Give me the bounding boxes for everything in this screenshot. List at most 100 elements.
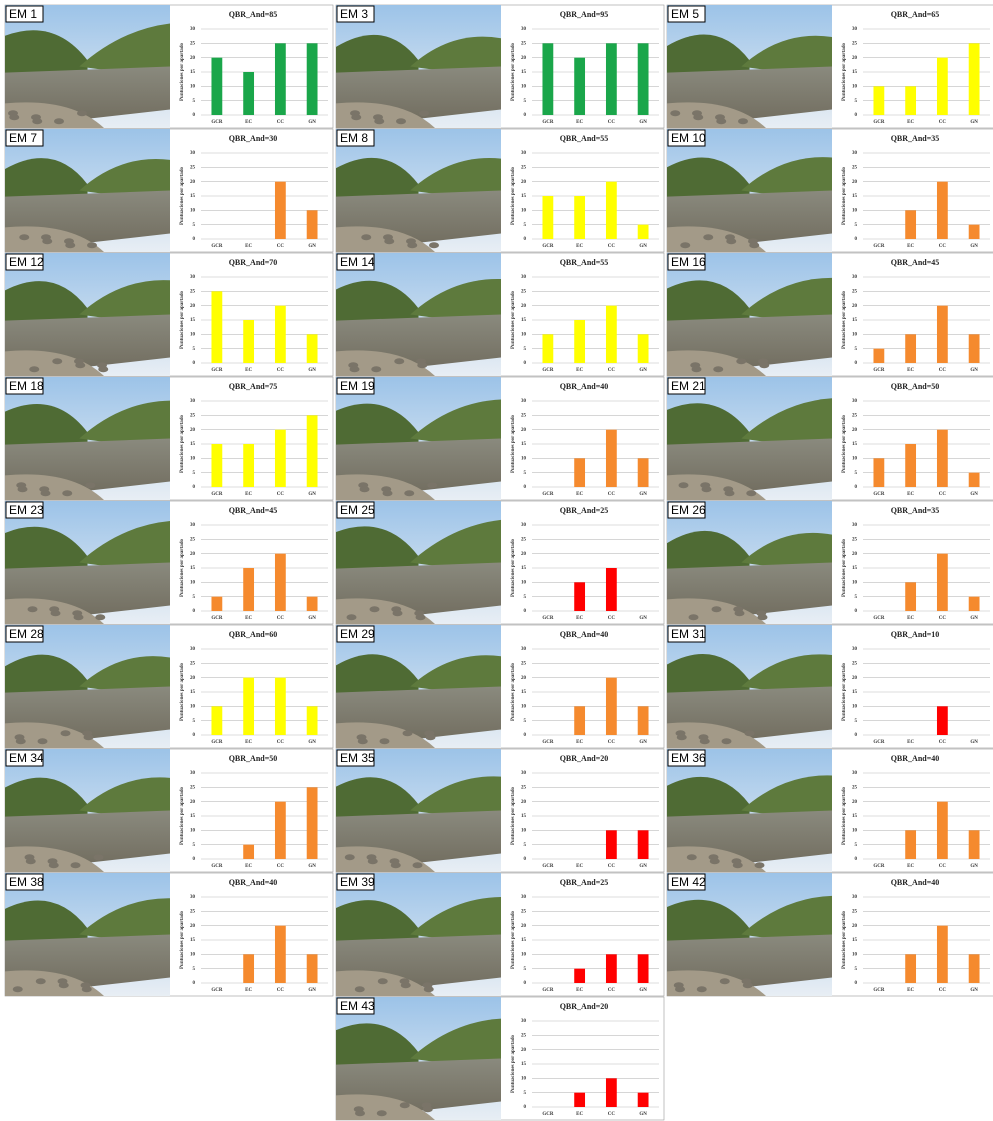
photo-stone bbox=[413, 862, 423, 868]
y-axis-label: Puntuaciones por apartado bbox=[842, 415, 847, 473]
panel: EM 8QBR_And=55Puntuaciones por apartado0… bbox=[336, 129, 664, 252]
panel: EM 23QBR_And=45Puntuaciones por apartado… bbox=[5, 501, 333, 624]
panel: EM 36QBR_And=40Puntuaciones por apartado… bbox=[667, 749, 993, 872]
chart-title: QBR_And=25 bbox=[560, 878, 609, 887]
photo bbox=[667, 5, 832, 128]
y-tick-label: 20 bbox=[190, 304, 196, 309]
y-tick-label: 30 bbox=[852, 647, 858, 652]
photo-label: EM 5 bbox=[671, 7, 699, 21]
y-tick-label: 25 bbox=[521, 537, 527, 542]
y-axis-label: Puntuaciones por apartado bbox=[511, 787, 516, 845]
bar bbox=[211, 58, 222, 115]
photo-stone bbox=[670, 110, 680, 116]
y-tick-label: 20 bbox=[521, 1048, 527, 1053]
y-tick-label: 25 bbox=[190, 413, 196, 418]
x-tick-label: CC bbox=[277, 492, 285, 497]
bar bbox=[574, 706, 585, 735]
y-tick-label: 30 bbox=[521, 1019, 527, 1024]
x-tick-label: GN bbox=[970, 740, 978, 745]
photo bbox=[667, 625, 832, 748]
photo-stone bbox=[374, 118, 384, 124]
x-tick-label: GN bbox=[970, 864, 978, 869]
x-tick-label: GCR bbox=[211, 492, 223, 497]
y-axis-label: Puntuaciones por apartado bbox=[511, 291, 516, 349]
x-tick-label: GCR bbox=[542, 120, 554, 125]
photo-stone bbox=[347, 614, 357, 620]
bar bbox=[275, 430, 286, 487]
panel: EM 39QBR_And=25Puntuaciones por apartado… bbox=[336, 873, 664, 996]
bar bbox=[606, 43, 617, 115]
photo bbox=[336, 625, 501, 748]
photo-stone bbox=[42, 238, 52, 244]
bar bbox=[606, 954, 617, 983]
chart-title: QBR_And=45 bbox=[229, 506, 278, 515]
bar bbox=[969, 597, 980, 611]
y-tick-label: 30 bbox=[852, 771, 858, 776]
photo-stone bbox=[82, 986, 92, 992]
x-tick-label: CC bbox=[277, 864, 285, 869]
photo-label: EM 14 bbox=[340, 255, 375, 269]
y-tick-label: 10 bbox=[190, 208, 196, 213]
photo bbox=[5, 129, 170, 252]
x-tick-label: GN bbox=[970, 244, 978, 249]
bar bbox=[275, 678, 286, 735]
photo-stone bbox=[383, 490, 393, 496]
x-tick-label: EC bbox=[245, 988, 252, 993]
y-tick-label: 15 bbox=[521, 938, 527, 943]
photo-stone bbox=[749, 242, 759, 248]
panel: EM 31QBR_And=10Puntuaciones por apartado… bbox=[667, 625, 993, 748]
photo-stone bbox=[697, 986, 707, 992]
y-tick-label: 10 bbox=[521, 84, 527, 89]
x-tick-label: CC bbox=[277, 988, 285, 993]
bar bbox=[243, 72, 254, 115]
bar bbox=[275, 306, 286, 363]
photo bbox=[5, 873, 170, 996]
y-tick-label: 15 bbox=[852, 70, 858, 75]
photo-label: EM 16 bbox=[671, 255, 706, 269]
panel: EM 18QBR_And=75Puntuaciones por apartado… bbox=[5, 377, 333, 500]
photo-stone bbox=[735, 610, 745, 616]
y-tick-label: 15 bbox=[852, 938, 858, 943]
y-tick-label: 10 bbox=[190, 704, 196, 709]
y-tick-label: 10 bbox=[521, 952, 527, 957]
y-tick-label: 25 bbox=[852, 165, 858, 170]
photo-stone bbox=[360, 486, 370, 492]
x-tick-label: GN bbox=[639, 368, 647, 373]
x-tick-label: CC bbox=[608, 244, 616, 249]
y-tick-label: 10 bbox=[852, 580, 858, 585]
photo-stone bbox=[689, 614, 699, 620]
y-tick-label: 10 bbox=[852, 456, 858, 461]
panel: EM 16QBR_And=45Puntuaciones por apartado… bbox=[667, 253, 993, 376]
bar bbox=[606, 568, 617, 611]
photo-stone bbox=[350, 366, 360, 372]
x-tick-label: CC bbox=[277, 740, 285, 745]
panel: EM 10QBR_And=35Puntuaciones por apartado… bbox=[667, 129, 993, 252]
y-tick-label: 30 bbox=[190, 275, 196, 280]
chart-title: QBR_And=60 bbox=[229, 630, 278, 639]
y-tick-label: 15 bbox=[852, 318, 858, 323]
y-tick-label: 25 bbox=[852, 909, 858, 914]
photo-stone bbox=[677, 734, 687, 740]
y-tick-label: 20 bbox=[190, 428, 196, 433]
y-tick-label: 30 bbox=[190, 27, 196, 32]
bar bbox=[638, 1093, 649, 1107]
photo-stone bbox=[738, 118, 748, 124]
x-tick-label: EC bbox=[245, 492, 252, 497]
y-axis-label: Puntuaciones por apartado bbox=[842, 167, 847, 225]
bar bbox=[937, 554, 948, 611]
x-tick-label: EC bbox=[245, 616, 252, 621]
bar bbox=[211, 291, 222, 363]
photo-stone bbox=[62, 490, 72, 496]
chart-title: QBR_And=40 bbox=[891, 878, 940, 887]
y-axis-label: Puntuaciones por apartado bbox=[511, 167, 516, 225]
y-tick-label: 15 bbox=[190, 318, 196, 323]
x-tick-label: EC bbox=[576, 740, 583, 745]
y-tick-label: 30 bbox=[190, 399, 196, 404]
y-tick-label: 25 bbox=[521, 165, 527, 170]
photo-stone bbox=[716, 118, 726, 124]
panel: EM 21QBR_And=50Puntuaciones por apartado… bbox=[667, 377, 993, 500]
photo bbox=[5, 377, 170, 500]
x-tick-label: EC bbox=[576, 120, 583, 125]
panel: EM 42QBR_And=40Puntuaciones por apartado… bbox=[667, 873, 993, 996]
bar bbox=[243, 444, 254, 487]
